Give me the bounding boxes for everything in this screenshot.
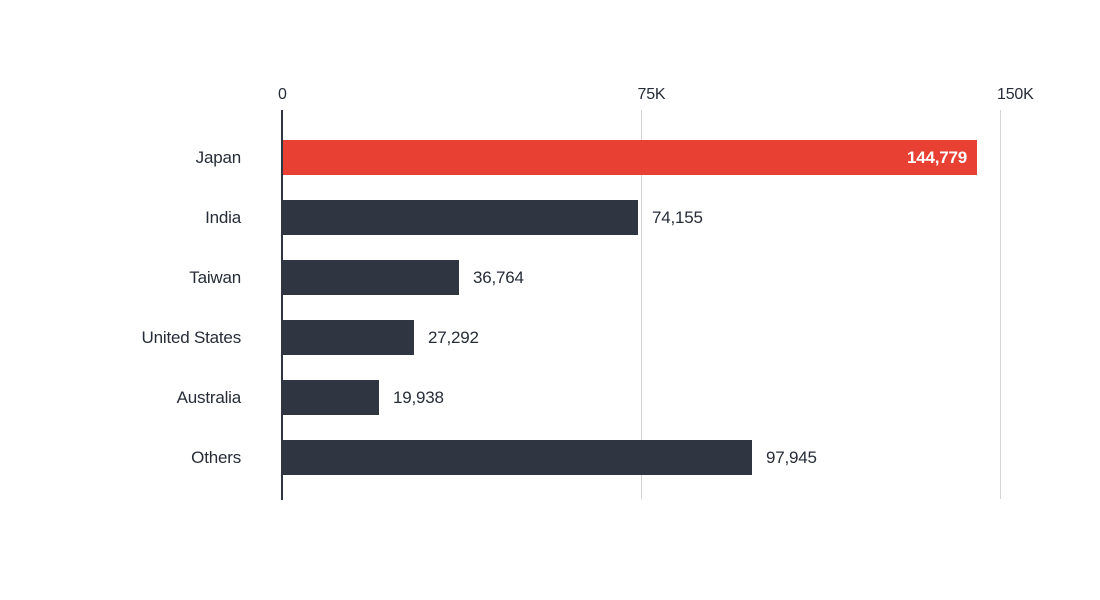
- x-tick-label-75k: 75K: [637, 86, 666, 103]
- bar-japan[interactable]: 144,779: [283, 140, 977, 175]
- category-label-japan: Japan: [195, 147, 242, 167]
- x-tick-label-0: 0: [278, 86, 287, 103]
- gridline-75k: [640, 110, 642, 499]
- gridline-150k: [1000, 110, 1001, 499]
- bar-taiwan[interactable]: [283, 260, 459, 295]
- value-label-india: 74,155: [652, 207, 703, 227]
- value-label-japan: 144,779: [906, 147, 967, 167]
- category-label-india: India: [205, 207, 241, 227]
- category-label-united-states: United States: [141, 327, 242, 347]
- bar-others[interactable]: [283, 440, 752, 475]
- bar-united-states[interactable]: [283, 320, 414, 355]
- y-axis-line: [281, 110, 283, 500]
- x-tick-label-150k: 150K: [997, 86, 1034, 103]
- value-label-australia: 19,938: [393, 387, 444, 407]
- category-label-others: Others: [191, 447, 241, 467]
- value-label-others: 97,945: [766, 447, 817, 467]
- value-label-united-states: 27,292: [428, 327, 479, 347]
- category-label-australia: Australia: [176, 387, 242, 407]
- category-label-taiwan: Taiwan: [189, 267, 241, 287]
- bar-australia[interactable]: [283, 380, 379, 415]
- bar-india[interactable]: [283, 200, 638, 235]
- value-label-taiwan: 36,764: [473, 267, 524, 287]
